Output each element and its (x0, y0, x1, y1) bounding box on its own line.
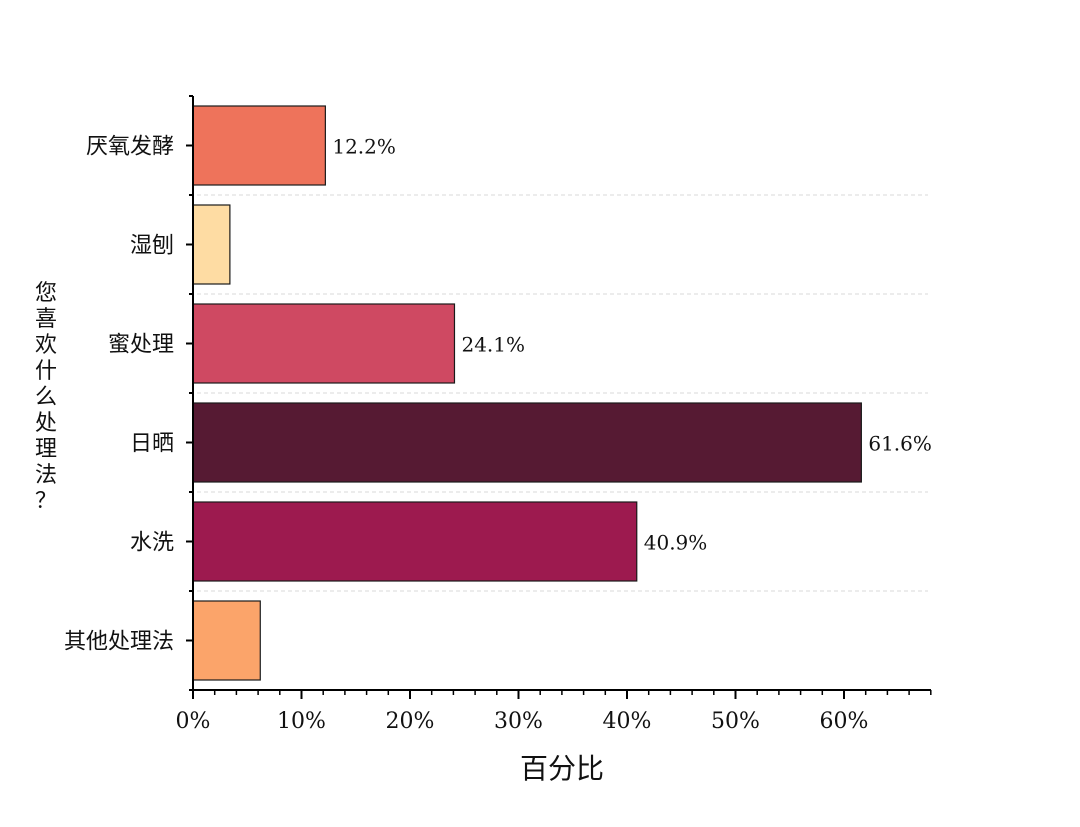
y-axis-title-char: 法 (35, 463, 57, 488)
category-label: 湿刨 (130, 234, 174, 259)
bar (192, 204, 231, 285)
category-label: 日晒 (130, 432, 174, 457)
y-axis-title-char: 什 (35, 359, 57, 384)
x-tick-label: 0% (176, 709, 211, 734)
y-axis-title-char: 您 (35, 281, 57, 306)
bar (192, 501, 638, 582)
x-axis-title: 百分比 (520, 752, 604, 785)
x-tick-label: 60% (820, 709, 869, 734)
y-axis-title-char: 喜 (35, 307, 57, 332)
x-tick-label: 10% (277, 709, 326, 734)
value-label: 61.6% (868, 432, 932, 456)
bars (192, 105, 862, 681)
y-axis-title-char: 么 (35, 385, 57, 410)
value-label: 40.9% (644, 531, 708, 555)
y-axis-title-char: 理 (35, 437, 57, 462)
grid-lines (197, 194, 928, 592)
bar (192, 600, 261, 681)
bar (192, 402, 862, 483)
bar (192, 105, 326, 186)
y-axis-title-char: ？ (35, 489, 57, 514)
x-tick-label: 40% (603, 709, 652, 734)
y-axis-title-char: 处 (35, 411, 57, 436)
value-label: 12.2% (332, 135, 396, 159)
y-axis-title-char: 欢 (35, 333, 57, 358)
x-tick-label: 50% (711, 709, 760, 734)
x-ticks: 0% 10% 20% 30% 40% 50% 60% (176, 690, 932, 734)
value-labels: 12.2% 24.1% 61.6% 40.9% (332, 135, 932, 555)
x-tick-label: 30% (494, 709, 543, 734)
category-label: 厌氧发酵 (86, 135, 174, 160)
category-label: 水洗 (130, 531, 174, 556)
bar (192, 303, 456, 384)
x-tick-label: 20% (386, 709, 435, 734)
value-label: 24.1% (461, 333, 525, 357)
category-label: 蜜处理 (108, 333, 174, 358)
category-label: 其他处理法 (64, 630, 174, 655)
